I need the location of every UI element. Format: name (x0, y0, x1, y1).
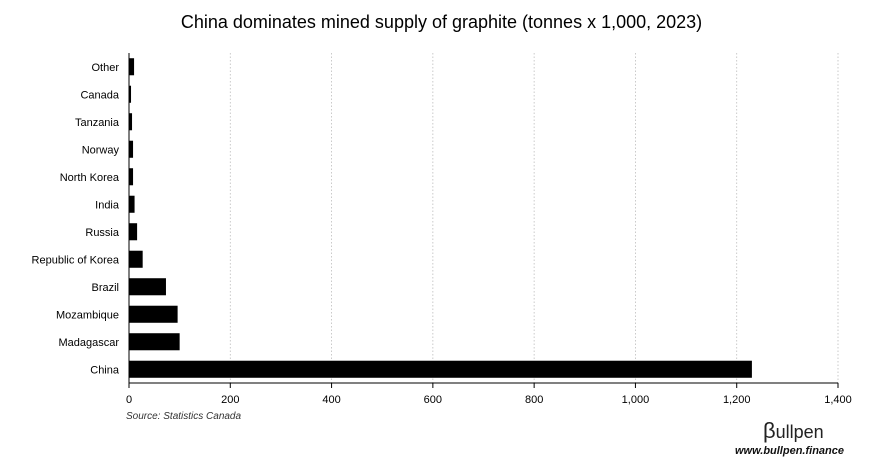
category-label: Russia (85, 227, 120, 239)
x-tick-label: 1,400 (824, 394, 852, 406)
bar-russia (129, 223, 138, 241)
bar-norway (129, 140, 134, 158)
bar-brazil (129, 278, 166, 296)
category-label: China (90, 364, 120, 376)
bar-tanzania (129, 113, 133, 131)
brand-name: ullpen (775, 422, 824, 442)
category-label: Other (91, 62, 119, 74)
chart-title: China dominates mined supply of graphite… (180, 12, 703, 32)
category-label: Tanzania (75, 117, 120, 129)
x-tick-label: 0 (126, 394, 132, 406)
category-label: North Korea (60, 172, 120, 184)
x-tick-label: 800 (525, 394, 543, 406)
bar-other (129, 58, 135, 76)
category-label: Canada (80, 89, 119, 101)
brand-logo: βullpen (763, 418, 824, 444)
category-label: India (95, 199, 120, 211)
x-tick-label: 200 (221, 394, 239, 406)
bar-canada (129, 85, 132, 103)
x-tick-label: 400 (322, 394, 340, 406)
brand-beta-glyph: β (763, 418, 776, 443)
bar-north-korea (129, 168, 134, 186)
bar-mozambique (129, 305, 178, 323)
website-url: www.bullpen.finance (735, 445, 844, 457)
bar-madagascar (129, 333, 180, 351)
bar-india (129, 195, 135, 213)
category-label: Mozambique (56, 309, 119, 321)
x-tick-label: 1,000 (622, 394, 650, 406)
category-label: Brazil (91, 282, 119, 294)
bar-china (129, 360, 752, 378)
bar-republic-of-korea (129, 250, 143, 268)
source-note: Source: Statistics Canada (126, 411, 242, 422)
category-label: Norway (82, 144, 120, 156)
x-tick-label: 1,200 (723, 394, 751, 406)
category-label: Republic of Korea (32, 254, 120, 266)
category-label: Madagascar (58, 337, 119, 349)
x-tick-label: 600 (424, 394, 442, 406)
